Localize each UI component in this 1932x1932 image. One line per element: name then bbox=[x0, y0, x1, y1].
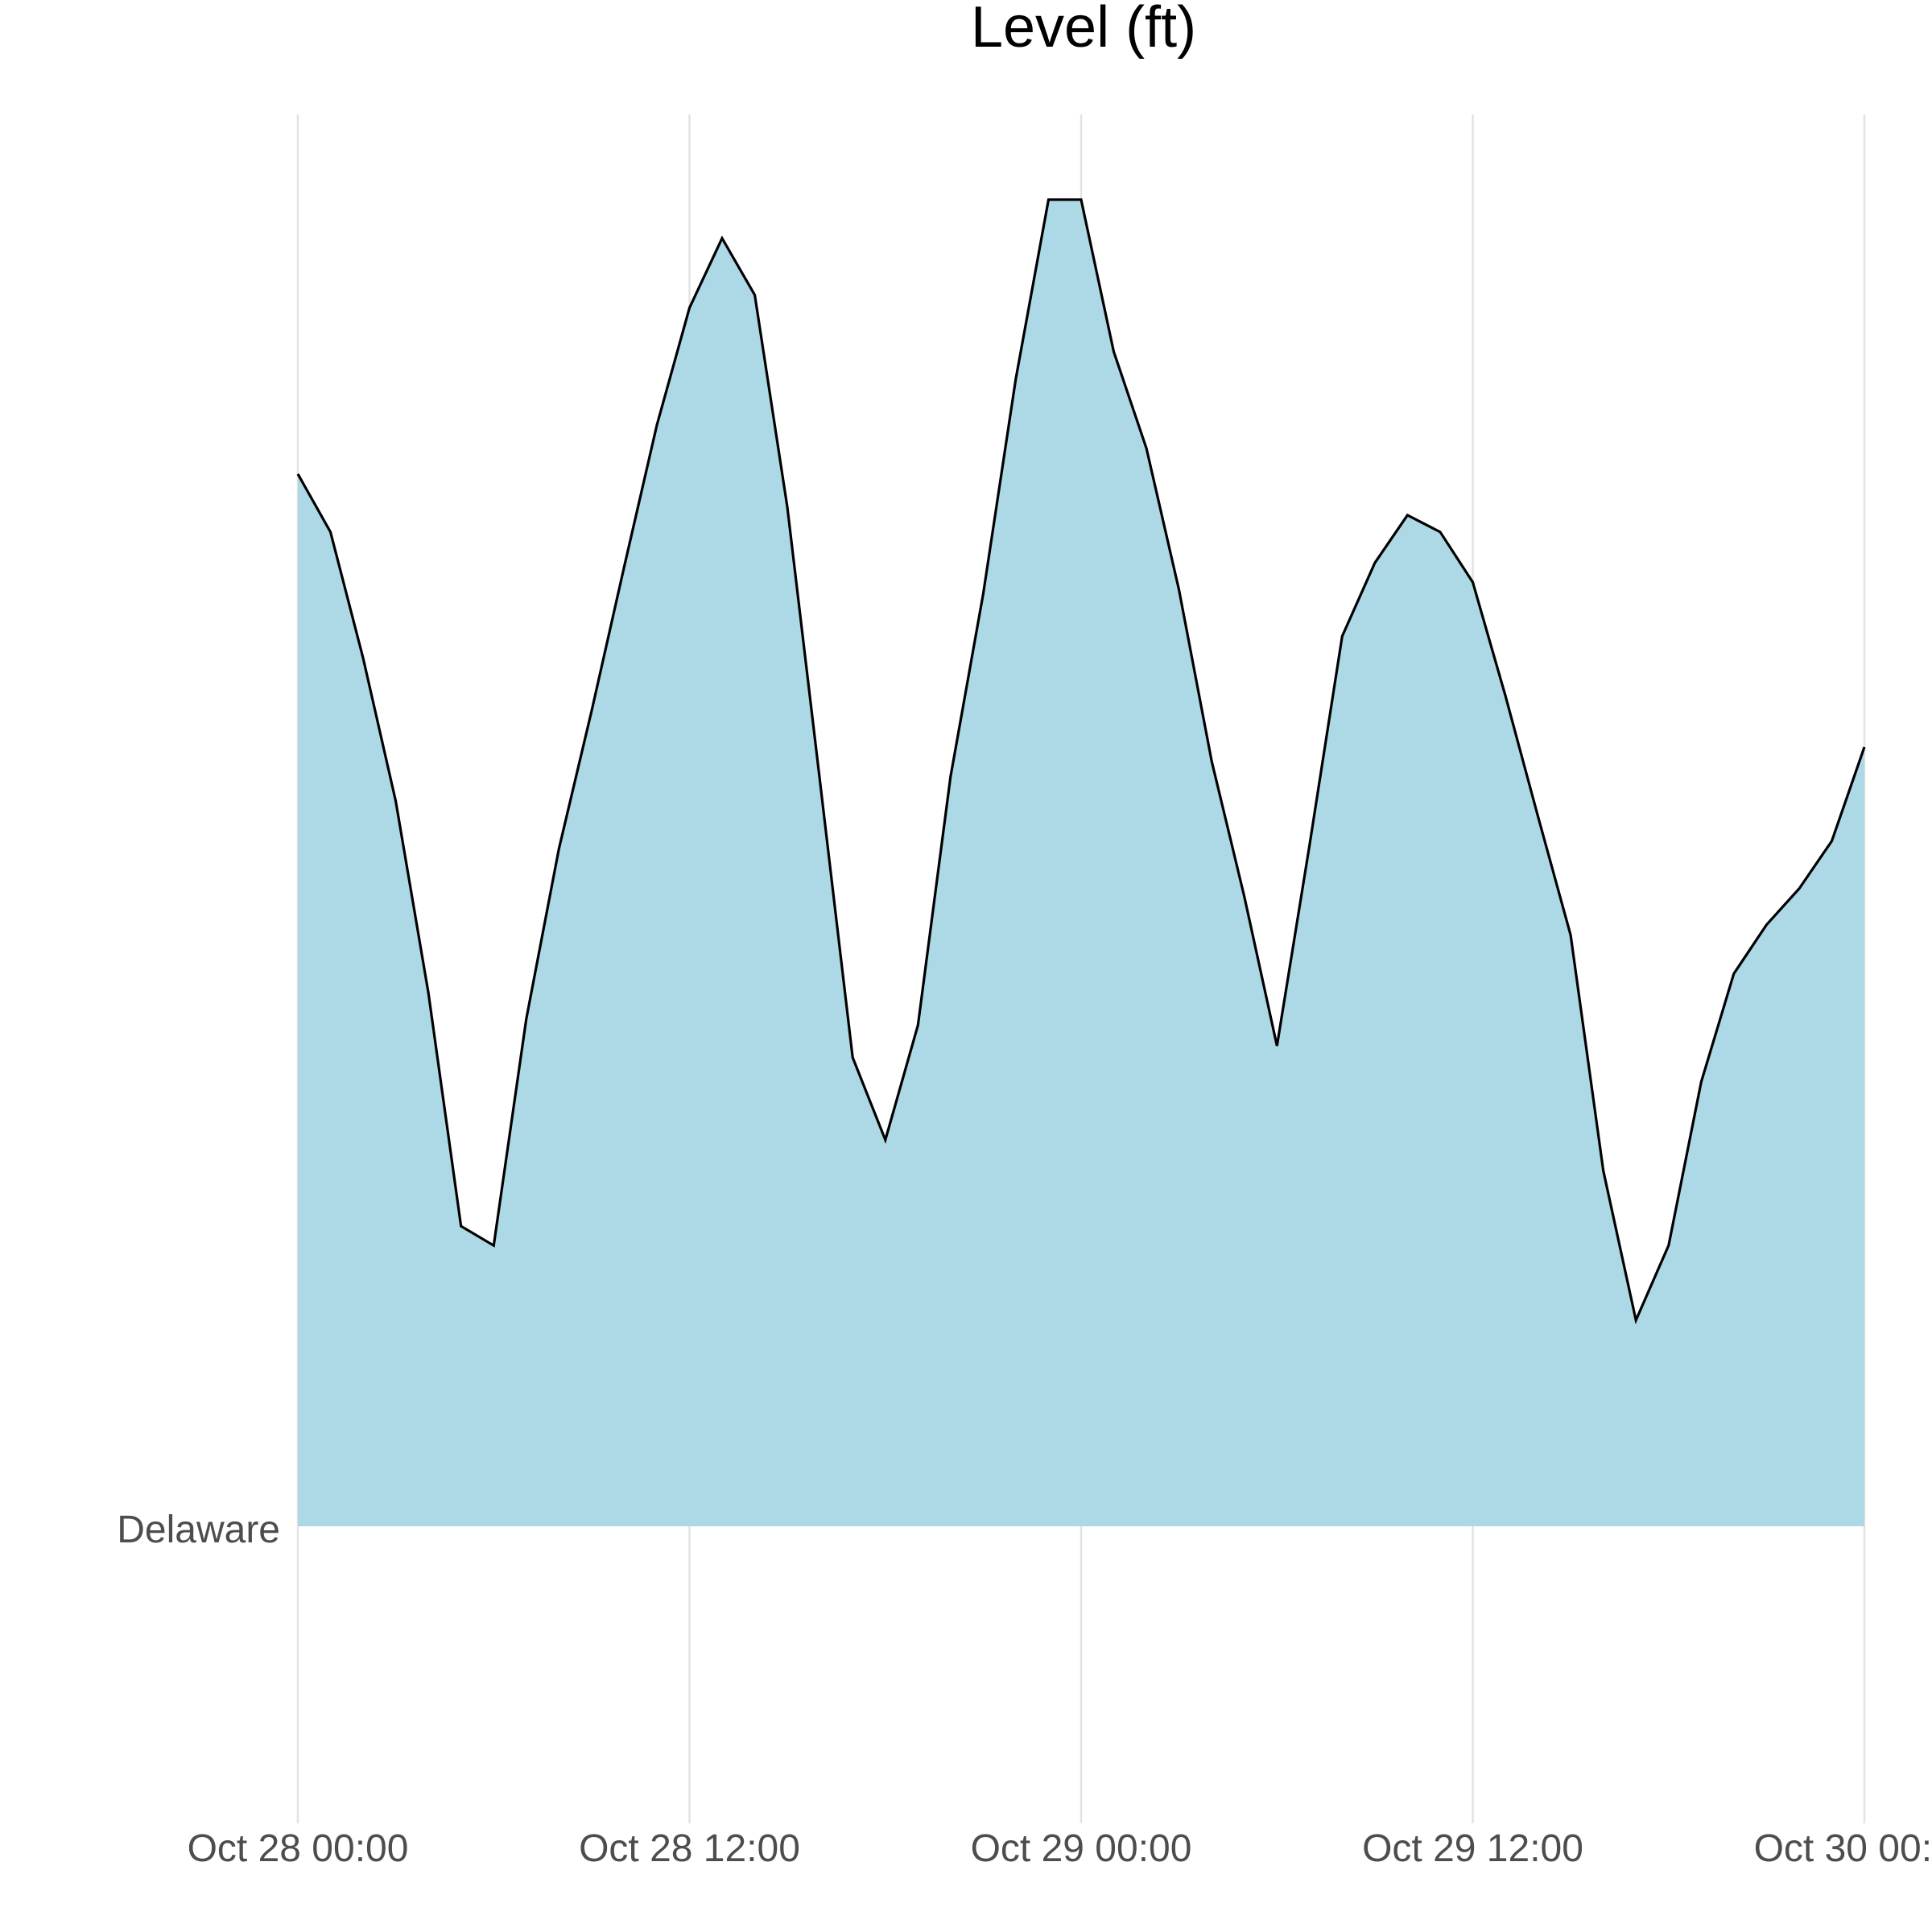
x-tick-label-1: Oct 28 12:00 bbox=[579, 1827, 800, 1870]
x-tick-label-3: Oct 29 12:00 bbox=[1362, 1827, 1583, 1870]
x-tick-label-2: Oct 29 00:00 bbox=[971, 1827, 1192, 1870]
x-tick-label-0: Oct 28 00:00 bbox=[188, 1827, 409, 1870]
x-axis-tick-labels: Oct 28 00:00 Oct 28 12:00 Oct 29 00:00 Oct … bbox=[188, 1827, 1932, 1870]
category-label-delaware: Delaware bbox=[117, 1509, 280, 1551]
x-tick-label-4: Oct 30 00:00 bbox=[1754, 1827, 1932, 1870]
level-line bbox=[296, 198, 1866, 1325]
chart-title: Level (ft) bbox=[971, 0, 1196, 60]
area-fill bbox=[298, 200, 1864, 1526]
